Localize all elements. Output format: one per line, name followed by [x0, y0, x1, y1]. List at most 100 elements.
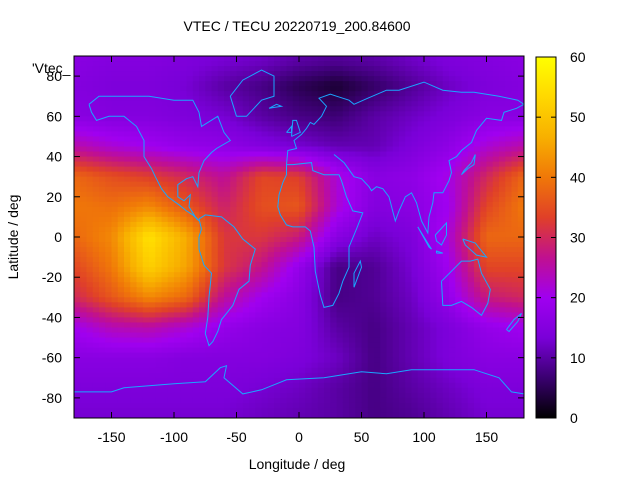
- heatmap-cell: [199, 131, 206, 138]
- heatmap-cell: [424, 151, 431, 158]
- heatmap-cell: [255, 101, 263, 107]
- heatmap-cell: [161, 292, 169, 298]
- heatmap-cell: [149, 161, 156, 168]
- heatmap-cell: [286, 156, 294, 163]
- heatmap-cell: [417, 322, 425, 329]
- heatmap-cell: [355, 71, 363, 77]
- heatmap-cell: [224, 121, 231, 127]
- heatmap-cell: [449, 186, 456, 193]
- heatmap-cell: [411, 106, 419, 112]
- heatmap-cell: [430, 211, 438, 218]
- heatmap-cell: [274, 196, 281, 203]
- heatmap-cell: [317, 382, 325, 389]
- heatmap-cell: [86, 342, 94, 349]
- heatmap-cell: [411, 367, 419, 374]
- heatmap-cell: [230, 231, 238, 238]
- heatmap-cell: [105, 357, 113, 364]
- heatmap-cell: [342, 237, 350, 243]
- heatmap-cell: [311, 166, 319, 173]
- heatmap-cell: [136, 332, 144, 339]
- heatmap-cell: [386, 91, 394, 97]
- heatmap-cell: [517, 282, 524, 288]
- heatmap-cell: [86, 362, 94, 369]
- heatmap-cell: [511, 161, 519, 168]
- heatmap-cell: [180, 252, 188, 258]
- heatmap-cell: [492, 201, 500, 208]
- heatmap-cell: [461, 387, 469, 394]
- heatmap-cell: [242, 161, 250, 168]
- heatmap-cell: [349, 96, 356, 102]
- heatmap-cell: [255, 221, 263, 228]
- heatmap-cell: [255, 121, 263, 127]
- heatmap-cell: [261, 382, 269, 389]
- heatmap-cell: [499, 211, 506, 218]
- heatmap-cell: [224, 317, 231, 324]
- heatmap-cell: [336, 141, 344, 148]
- heatmap-cell: [124, 201, 131, 208]
- heatmap-cell: [305, 61, 313, 67]
- heatmap-cell: [311, 332, 319, 339]
- heatmap-cell: [280, 96, 288, 102]
- heatmap-cell: [317, 226, 325, 233]
- heatmap-cell: [449, 66, 456, 72]
- heatmap-cell: [405, 242, 413, 248]
- heatmap-cell: [80, 206, 88, 213]
- heatmap-cell: [86, 347, 94, 354]
- heatmap-cell: [142, 287, 150, 293]
- heatmap-cell: [130, 71, 138, 77]
- heatmap-cell: [505, 91, 513, 97]
- heatmap-cell: [474, 372, 481, 379]
- heatmap-cell: [211, 216, 219, 223]
- heatmap-cell: [292, 141, 300, 148]
- heatmap-cell: [124, 111, 131, 117]
- heatmap-cell: [517, 131, 524, 138]
- heatmap-cell: [124, 337, 131, 344]
- heatmap-cell: [186, 267, 194, 273]
- heatmap-cell: [349, 216, 356, 223]
- heatmap-cell: [499, 262, 506, 268]
- heatmap-cell: [511, 191, 519, 198]
- heatmap-cell: [205, 191, 213, 198]
- heatmap-cell: [430, 176, 438, 183]
- heatmap-cell: [74, 71, 81, 77]
- heatmap-cell: [292, 332, 300, 339]
- heatmap-cell: [274, 357, 281, 364]
- heatmap-cell: [305, 76, 313, 82]
- heatmap-cell: [324, 237, 331, 243]
- heatmap-cell: [349, 196, 356, 203]
- heatmap-cell: [142, 86, 150, 92]
- heatmap-cell: [136, 81, 144, 87]
- heatmap-cell: [161, 221, 169, 228]
- heatmap-cell: [99, 166, 106, 173]
- heatmap-cell: [211, 317, 219, 324]
- heatmap-cell: [499, 126, 506, 133]
- heatmap-cell: [355, 111, 363, 117]
- heatmap-cell: [74, 327, 81, 334]
- heatmap-cell: [474, 81, 481, 87]
- heatmap-cell: [217, 56, 225, 62]
- heatmap-cell: [261, 262, 269, 268]
- heatmap-cell: [117, 367, 125, 374]
- heatmap-cell: [205, 402, 213, 409]
- heatmap-cell: [342, 357, 350, 364]
- heatmap-cell: [461, 121, 469, 127]
- heatmap-cell: [292, 297, 300, 303]
- heatmap-cell: [324, 347, 331, 354]
- heatmap-cell: [230, 66, 238, 72]
- heatmap-cell: [455, 287, 463, 293]
- heatmap-cell: [242, 176, 250, 183]
- heatmap-cell: [511, 317, 519, 324]
- heatmap-cell: [399, 101, 406, 107]
- heatmap-cell: [367, 131, 375, 138]
- heatmap-cell: [480, 282, 488, 288]
- heatmap-cell: [124, 206, 131, 213]
- heatmap-cell: [80, 297, 88, 303]
- heatmap-cell: [86, 367, 94, 374]
- heatmap-cell: [355, 377, 363, 384]
- heatmap-cell: [474, 121, 481, 127]
- heatmap-cell: [505, 387, 513, 394]
- heatmap-cell: [361, 101, 369, 107]
- heatmap-cell: [92, 161, 100, 168]
- heatmap-cell: [236, 126, 244, 133]
- heatmap-cell: [217, 267, 225, 273]
